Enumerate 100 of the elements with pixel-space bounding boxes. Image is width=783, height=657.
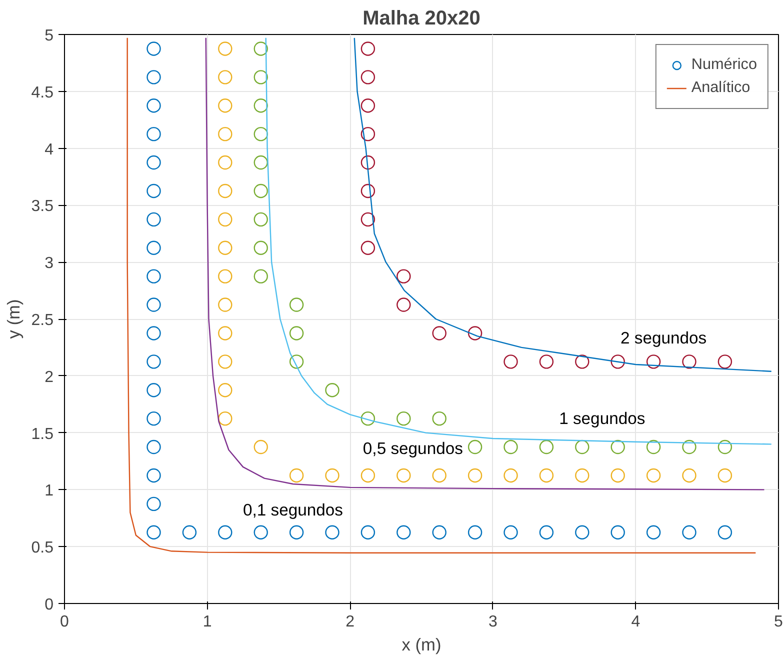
x-tick-label: 2 bbox=[346, 614, 355, 630]
line-series bbox=[126, 37, 756, 554]
line-series bbox=[354, 37, 772, 372]
point bbox=[146, 155, 161, 170]
point bbox=[325, 468, 340, 483]
y-tick-label: 5 bbox=[44, 28, 54, 44]
point bbox=[360, 468, 376, 483]
y-tick-label: 0 bbox=[44, 596, 54, 614]
point bbox=[610, 525, 625, 540]
point bbox=[218, 383, 232, 398]
point bbox=[146, 126, 161, 142]
point bbox=[718, 354, 732, 369]
point bbox=[718, 440, 732, 454]
line-series bbox=[205, 37, 765, 490]
point bbox=[146, 354, 161, 369]
point bbox=[539, 440, 554, 454]
point bbox=[396, 298, 411, 312]
point bbox=[218, 298, 232, 312]
point bbox=[539, 525, 554, 540]
x-axis-title: x (m) bbox=[402, 634, 442, 654]
point bbox=[218, 126, 232, 142]
point bbox=[468, 440, 482, 454]
x-tick-label: 0 bbox=[60, 614, 70, 630]
point bbox=[254, 269, 268, 284]
point bbox=[360, 70, 376, 84]
point bbox=[146, 326, 161, 340]
point bbox=[360, 98, 376, 113]
point bbox=[718, 525, 732, 540]
y-tick-label: 1.5 bbox=[31, 426, 54, 443]
point bbox=[682, 354, 696, 369]
point bbox=[468, 326, 482, 340]
point bbox=[182, 525, 197, 540]
point bbox=[360, 184, 376, 198]
point bbox=[254, 98, 268, 113]
point bbox=[646, 468, 661, 483]
point bbox=[396, 269, 411, 284]
point bbox=[146, 383, 161, 398]
point bbox=[468, 525, 482, 540]
point bbox=[575, 354, 590, 369]
point bbox=[646, 354, 661, 369]
point bbox=[539, 354, 554, 369]
point bbox=[646, 440, 661, 454]
point bbox=[218, 212, 232, 227]
point bbox=[504, 525, 518, 540]
point bbox=[289, 468, 304, 483]
point bbox=[718, 468, 732, 483]
point bbox=[254, 42, 268, 56]
point bbox=[575, 468, 590, 483]
point bbox=[396, 525, 411, 540]
point bbox=[218, 326, 232, 340]
point bbox=[504, 440, 518, 454]
y-tick-label: 1 bbox=[44, 482, 54, 500]
point bbox=[254, 126, 268, 142]
point bbox=[468, 468, 482, 483]
chart-title: Malha 20x20 bbox=[362, 8, 480, 30]
point bbox=[325, 525, 340, 540]
point bbox=[218, 184, 232, 198]
legend-label: Numérico bbox=[691, 56, 757, 74]
point bbox=[432, 468, 446, 483]
point bbox=[360, 240, 376, 255]
point bbox=[146, 496, 161, 512]
point bbox=[146, 525, 161, 540]
annotation: 0,1 segundos bbox=[242, 500, 343, 520]
point bbox=[504, 354, 518, 369]
point bbox=[610, 440, 625, 454]
point bbox=[432, 411, 446, 426]
y-tick-label: 0.5 bbox=[31, 540, 54, 557]
y-tick-label: 4 bbox=[44, 141, 54, 158]
point bbox=[432, 326, 446, 340]
y-tick-label: 3.5 bbox=[31, 198, 54, 216]
annotation: 1 segundos bbox=[559, 409, 646, 428]
point bbox=[360, 42, 376, 56]
x-tick-label: 1 bbox=[202, 614, 212, 630]
point bbox=[218, 240, 232, 255]
point bbox=[218, 411, 232, 426]
point bbox=[289, 326, 304, 340]
point bbox=[254, 184, 268, 198]
point bbox=[218, 525, 232, 540]
point bbox=[396, 468, 411, 483]
x-tick-label: 5 bbox=[774, 614, 783, 630]
point bbox=[682, 468, 696, 483]
point bbox=[575, 440, 590, 454]
annotation: 0,5 segundos bbox=[362, 439, 463, 458]
point bbox=[646, 525, 661, 540]
point bbox=[289, 298, 304, 312]
point bbox=[325, 383, 340, 398]
point bbox=[146, 411, 161, 426]
point bbox=[504, 468, 518, 483]
point bbox=[254, 155, 268, 170]
point bbox=[396, 411, 411, 426]
point bbox=[289, 354, 304, 369]
point bbox=[146, 212, 161, 227]
point bbox=[575, 525, 590, 540]
point bbox=[218, 70, 232, 84]
point bbox=[539, 468, 554, 483]
point bbox=[218, 354, 232, 369]
x-tick-label: 3 bbox=[488, 614, 498, 630]
point bbox=[360, 525, 376, 540]
point bbox=[146, 269, 161, 284]
point bbox=[682, 525, 696, 540]
